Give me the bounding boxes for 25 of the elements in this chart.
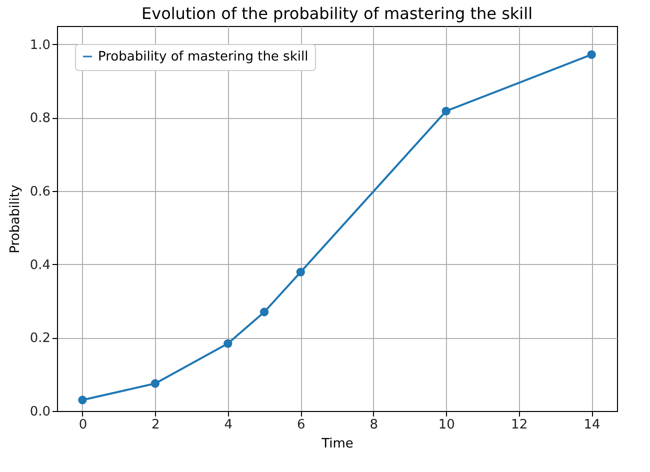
- x-tick-label: 6: [296, 418, 306, 432]
- y-axis-title: Probability: [8, 184, 23, 254]
- x-tick-label: 0: [78, 418, 88, 432]
- y-tick-label: 1.0: [30, 38, 50, 53]
- y-tick-label: 0.2: [30, 331, 50, 346]
- point: [260, 308, 269, 316]
- y-tick-label: 0.4: [30, 258, 50, 273]
- point: [150, 379, 160, 388]
- x-tick-label: 10: [438, 418, 455, 432]
- x-tick-label: 8: [370, 418, 378, 432]
- x-tick-label: 2: [152, 418, 160, 432]
- legend-label: Probability of mastering the skill: [98, 50, 308, 64]
- x-tick-label: 4: [224, 418, 233, 432]
- point: [442, 106, 450, 116]
- point: [78, 396, 87, 404]
- point: [224, 339, 232, 348]
- y-tick-label: 0.0: [30, 404, 50, 420]
- x-tick-label: 14: [584, 418, 600, 432]
- y-tick-label: 0.8: [30, 111, 50, 126]
- y-tick-label: 0.6: [30, 184, 50, 200]
- chart-title: Evolution of the probability of mastering the skill: [141, 4, 533, 23]
- x-tick-label: 12: [511, 418, 528, 432]
- x-axis-title: Time: [320, 436, 354, 452]
- point: [587, 50, 596, 59]
- point: [296, 268, 305, 276]
